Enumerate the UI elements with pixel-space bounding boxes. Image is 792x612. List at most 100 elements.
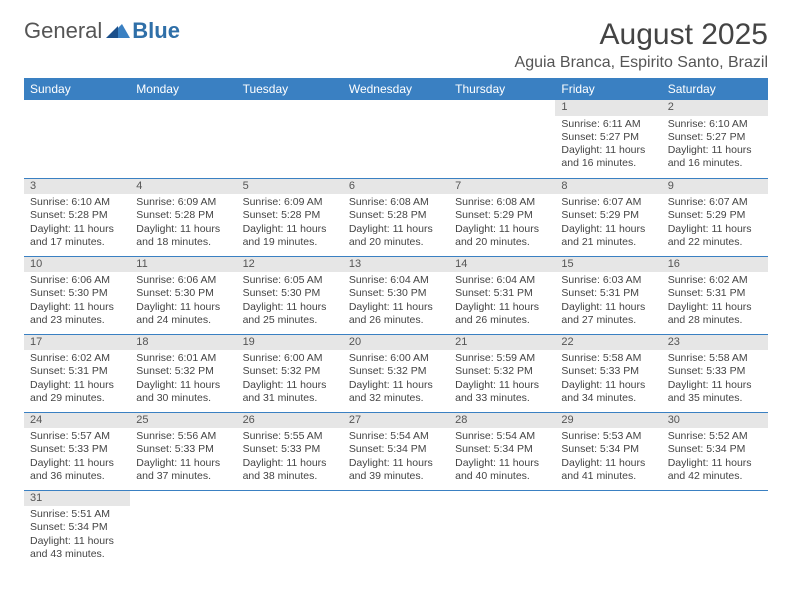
day-details: Sunrise: 6:02 AMSunset: 5:31 PMDaylight:… xyxy=(24,350,130,409)
day-details: Sunrise: 6:09 AMSunset: 5:28 PMDaylight:… xyxy=(130,194,236,253)
day-number: 27 xyxy=(343,413,449,429)
daylight-line: Daylight: 11 hours and 23 minutes. xyxy=(30,301,124,327)
logo-text-blue: Blue xyxy=(132,18,180,44)
sunrise-line: Sunrise: 6:10 AM xyxy=(30,196,124,209)
daylight-line: Daylight: 11 hours and 18 minutes. xyxy=(136,223,230,249)
logo-text-general: General xyxy=(24,18,102,44)
calendar-empty-cell xyxy=(130,100,236,178)
sunset-line: Sunset: 5:27 PM xyxy=(668,131,762,144)
day-number: 19 xyxy=(237,335,343,351)
day-details: Sunrise: 6:06 AMSunset: 5:30 PMDaylight:… xyxy=(130,272,236,331)
calendar-table: SundayMondayTuesdayWednesdayThursdayFrid… xyxy=(24,78,768,568)
day-details: Sunrise: 6:08 AMSunset: 5:29 PMDaylight:… xyxy=(449,194,555,253)
calendar-empty-cell xyxy=(24,100,130,178)
day-details: Sunrise: 6:11 AMSunset: 5:27 PMDaylight:… xyxy=(555,116,661,175)
day-details: Sunrise: 6:07 AMSunset: 5:29 PMDaylight:… xyxy=(555,194,661,253)
calendar-day-cell: 11Sunrise: 6:06 AMSunset: 5:30 PMDayligh… xyxy=(130,256,236,334)
weekday-header: Saturday xyxy=(662,78,768,100)
sunrise-line: Sunrise: 6:08 AM xyxy=(455,196,549,209)
daylight-line: Daylight: 11 hours and 17 minutes. xyxy=(30,223,124,249)
day-number: 7 xyxy=(449,179,555,195)
sunrise-line: Sunrise: 5:53 AM xyxy=(561,430,655,443)
calendar-day-cell: 15Sunrise: 6:03 AMSunset: 5:31 PMDayligh… xyxy=(555,256,661,334)
daylight-line: Daylight: 11 hours and 42 minutes. xyxy=(668,457,762,483)
sunset-line: Sunset: 5:31 PM xyxy=(668,287,762,300)
daylight-line: Daylight: 11 hours and 28 minutes. xyxy=(668,301,762,327)
calendar-day-cell: 18Sunrise: 6:01 AMSunset: 5:32 PMDayligh… xyxy=(130,334,236,412)
day-number: 18 xyxy=(130,335,236,351)
day-number: 13 xyxy=(343,257,449,273)
sunset-line: Sunset: 5:31 PM xyxy=(561,287,655,300)
sunrise-line: Sunrise: 6:06 AM xyxy=(136,274,230,287)
weekday-header: Sunday xyxy=(24,78,130,100)
calendar-day-cell: 26Sunrise: 5:55 AMSunset: 5:33 PMDayligh… xyxy=(237,412,343,490)
sunrise-line: Sunrise: 6:00 AM xyxy=(349,352,443,365)
daylight-line: Daylight: 11 hours and 35 minutes. xyxy=(668,379,762,405)
weekday-header: Tuesday xyxy=(237,78,343,100)
daylight-line: Daylight: 11 hours and 20 minutes. xyxy=(349,223,443,249)
sunrise-line: Sunrise: 5:58 AM xyxy=(668,352,762,365)
sunset-line: Sunset: 5:33 PM xyxy=(561,365,655,378)
day-number: 2 xyxy=(662,100,768,116)
day-number: 26 xyxy=(237,413,343,429)
calendar-empty-cell xyxy=(449,490,555,568)
day-number: 15 xyxy=(555,257,661,273)
sunset-line: Sunset: 5:32 PM xyxy=(243,365,337,378)
daylight-line: Daylight: 11 hours and 37 minutes. xyxy=(136,457,230,483)
day-details: Sunrise: 6:10 AMSunset: 5:27 PMDaylight:… xyxy=(662,116,768,175)
title-block: August 2025 Aguia Branca, Espirito Santo… xyxy=(515,18,768,72)
daylight-line: Daylight: 11 hours and 27 minutes. xyxy=(561,301,655,327)
sunrise-line: Sunrise: 6:01 AM xyxy=(136,352,230,365)
day-details: Sunrise: 5:58 AMSunset: 5:33 PMDaylight:… xyxy=(662,350,768,409)
logo: General Blue xyxy=(24,18,180,44)
sunset-line: Sunset: 5:30 PM xyxy=(349,287,443,300)
day-details: Sunrise: 6:04 AMSunset: 5:31 PMDaylight:… xyxy=(449,272,555,331)
sunset-line: Sunset: 5:30 PM xyxy=(243,287,337,300)
sunrise-line: Sunrise: 6:07 AM xyxy=(668,196,762,209)
daylight-line: Daylight: 11 hours and 43 minutes. xyxy=(30,535,124,561)
calendar-empty-cell xyxy=(343,100,449,178)
sunrise-line: Sunrise: 6:08 AM xyxy=(349,196,443,209)
day-number: 4 xyxy=(130,179,236,195)
daylight-line: Daylight: 11 hours and 19 minutes. xyxy=(243,223,337,249)
day-number: 30 xyxy=(662,413,768,429)
daylight-line: Daylight: 11 hours and 20 minutes. xyxy=(455,223,549,249)
daylight-line: Daylight: 11 hours and 24 minutes. xyxy=(136,301,230,327)
sunset-line: Sunset: 5:34 PM xyxy=(30,521,124,534)
sunset-line: Sunset: 5:32 PM xyxy=(349,365,443,378)
calendar-day-cell: 4Sunrise: 6:09 AMSunset: 5:28 PMDaylight… xyxy=(130,178,236,256)
day-number: 12 xyxy=(237,257,343,273)
day-number: 31 xyxy=(24,491,130,507)
daylight-line: Daylight: 11 hours and 33 minutes. xyxy=(455,379,549,405)
daylight-line: Daylight: 11 hours and 26 minutes. xyxy=(455,301,549,327)
calendar-day-cell: 1Sunrise: 6:11 AMSunset: 5:27 PMDaylight… xyxy=(555,100,661,178)
sunset-line: Sunset: 5:31 PM xyxy=(455,287,549,300)
day-number: 23 xyxy=(662,335,768,351)
sunset-line: Sunset: 5:33 PM xyxy=(136,443,230,456)
day-details: Sunrise: 6:00 AMSunset: 5:32 PMDaylight:… xyxy=(343,350,449,409)
calendar-empty-cell xyxy=(237,490,343,568)
day-number: 6 xyxy=(343,179,449,195)
day-details: Sunrise: 5:52 AMSunset: 5:34 PMDaylight:… xyxy=(662,428,768,487)
day-details: Sunrise: 6:00 AMSunset: 5:32 PMDaylight:… xyxy=(237,350,343,409)
sunrise-line: Sunrise: 6:02 AM xyxy=(668,274,762,287)
day-details: Sunrise: 5:55 AMSunset: 5:33 PMDaylight:… xyxy=(237,428,343,487)
day-details: Sunrise: 6:02 AMSunset: 5:31 PMDaylight:… xyxy=(662,272,768,331)
sunset-line: Sunset: 5:28 PM xyxy=(243,209,337,222)
sunset-line: Sunset: 5:34 PM xyxy=(455,443,549,456)
daylight-line: Daylight: 11 hours and 38 minutes. xyxy=(243,457,337,483)
daylight-line: Daylight: 11 hours and 31 minutes. xyxy=(243,379,337,405)
month-title: August 2025 xyxy=(515,18,768,52)
day-details: Sunrise: 5:54 AMSunset: 5:34 PMDaylight:… xyxy=(343,428,449,487)
calendar-week-row: 1Sunrise: 6:11 AMSunset: 5:27 PMDaylight… xyxy=(24,100,768,178)
day-details: Sunrise: 5:59 AMSunset: 5:32 PMDaylight:… xyxy=(449,350,555,409)
sunset-line: Sunset: 5:33 PM xyxy=(243,443,337,456)
day-details: Sunrise: 6:07 AMSunset: 5:29 PMDaylight:… xyxy=(662,194,768,253)
calendar-empty-cell xyxy=(555,490,661,568)
sunset-line: Sunset: 5:30 PM xyxy=(136,287,230,300)
daylight-line: Daylight: 11 hours and 36 minutes. xyxy=(30,457,124,483)
daylight-line: Daylight: 11 hours and 21 minutes. xyxy=(561,223,655,249)
calendar-head: SundayMondayTuesdayWednesdayThursdayFrid… xyxy=(24,78,768,100)
calendar-day-cell: 25Sunrise: 5:56 AMSunset: 5:33 PMDayligh… xyxy=(130,412,236,490)
calendar-day-cell: 24Sunrise: 5:57 AMSunset: 5:33 PMDayligh… xyxy=(24,412,130,490)
